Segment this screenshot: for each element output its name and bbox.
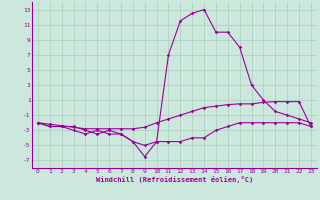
X-axis label: Windchill (Refroidissement éolien,°C): Windchill (Refroidissement éolien,°C): [96, 176, 253, 183]
